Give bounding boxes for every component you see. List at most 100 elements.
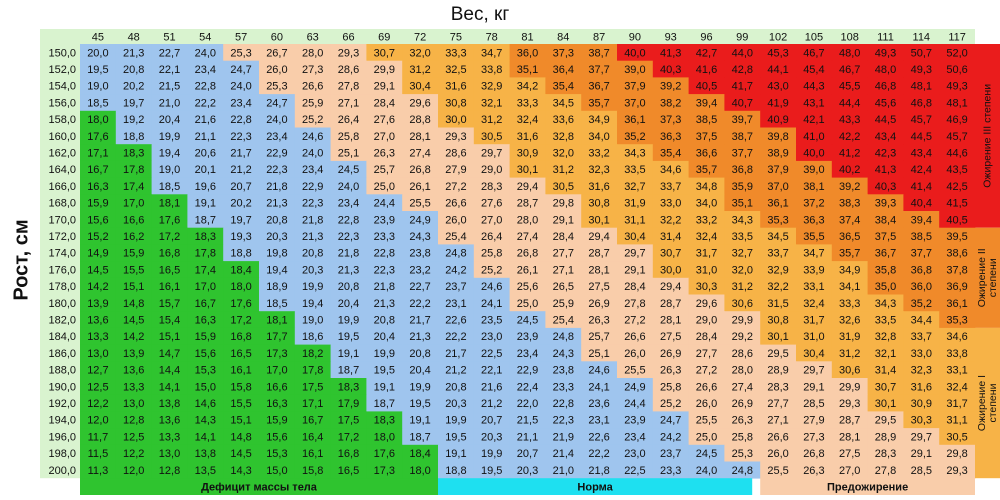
bmi-value: 29,6	[696, 298, 717, 310]
weight-label: 84	[557, 31, 569, 43]
cell-bg	[903, 44, 940, 62]
cell-bg	[652, 294, 689, 312]
bmi-value: 22,8	[553, 398, 574, 410]
bmi-value: 15,6	[266, 431, 287, 443]
bmi-value: 33,6	[553, 114, 574, 126]
cell-bg	[724, 461, 761, 479]
bmi-value: 23,0	[624, 448, 645, 460]
weight-label: 81	[521, 31, 533, 43]
bmi-value: 37,9	[624, 81, 645, 93]
bmi-value: 45,6	[875, 97, 896, 109]
cell-bg	[80, 277, 117, 295]
bmi-value: 34,1	[839, 281, 860, 293]
cell-bg	[259, 127, 296, 145]
cell-bg	[187, 211, 224, 229]
cell-bg	[366, 428, 403, 446]
height-label: 188,0	[48, 365, 76, 377]
bmi-value: 19,1	[445, 448, 466, 460]
weight-label: 75	[450, 31, 462, 43]
cell-bg	[617, 311, 654, 329]
cell-bg	[366, 211, 403, 229]
bmi-value: 22,8	[374, 248, 395, 260]
bmi-value: 24,7	[660, 415, 681, 427]
bmi-value: 15,9	[195, 331, 216, 343]
cell-bg	[939, 361, 976, 379]
cell-bg	[80, 244, 117, 262]
cell-bg	[939, 127, 976, 145]
height-label: 162,0	[48, 147, 76, 159]
cell-bg	[581, 211, 618, 229]
bmi-value: 14,2	[123, 331, 144, 343]
cell-bg	[294, 277, 331, 295]
cell-bg	[617, 261, 654, 279]
cell-bg	[115, 411, 152, 429]
bmi-value: 27,9	[445, 164, 466, 176]
cell-bg	[402, 444, 439, 462]
bmi-value: 19,9	[338, 314, 359, 326]
bmi-value: 31,7	[946, 398, 967, 410]
cell-bg	[688, 77, 725, 95]
cell-bg	[796, 94, 833, 112]
cell-bg	[617, 378, 654, 396]
bmi-value: 16,1	[230, 365, 251, 377]
cell-bg	[294, 144, 331, 162]
bmi-value: 24,1	[588, 381, 609, 393]
cell-bg	[438, 60, 475, 78]
bmi-value: 25,7	[588, 331, 609, 343]
cell-bg	[187, 110, 224, 128]
bottom-label-bg	[80, 478, 438, 495]
cell-bg	[867, 311, 904, 329]
bmi-value: 19,4	[302, 298, 323, 310]
bmi-value: 41,4	[911, 181, 932, 193]
cell-bg	[581, 44, 618, 62]
bmi-value: 19,4	[266, 264, 287, 276]
bmi-value: 30,8	[767, 314, 788, 326]
cell-bg	[796, 261, 833, 279]
cell-bg	[509, 144, 546, 162]
bmi-value: 23,1	[588, 415, 609, 427]
cell-bg	[330, 244, 367, 262]
cell-bg	[867, 60, 904, 78]
bmi-value: 28,1	[839, 431, 860, 443]
side-label: Ожирение II	[976, 248, 988, 307]
cell-bg	[330, 294, 367, 312]
cell-bg	[903, 244, 940, 262]
bmi-value: 28,6	[732, 348, 753, 360]
cell-bg	[402, 277, 439, 295]
cell-bg	[473, 94, 510, 112]
cell-bg	[688, 127, 725, 145]
cell-bg	[438, 227, 475, 245]
bmi-value: 33,7	[767, 248, 788, 260]
table-title: Вес, кг	[451, 4, 510, 25]
cell-bg	[760, 277, 797, 295]
bmi-value: 12,5	[123, 431, 144, 443]
bmi-value: 42,5	[946, 181, 967, 193]
bmi-value: 21,2	[481, 398, 502, 410]
cell-bg	[115, 261, 152, 279]
weight-label: 87	[593, 31, 605, 43]
cell-bg	[473, 77, 510, 95]
bmi-value: 17,6	[159, 214, 180, 226]
bmi-value: 24,0	[230, 81, 251, 93]
cell-bg	[724, 77, 761, 95]
bmi-value: 11,7	[88, 431, 109, 443]
bmi-value: 23,9	[517, 331, 538, 343]
cell-bg	[939, 327, 976, 345]
bmi-value: 39,8	[767, 131, 788, 143]
bmi-value: 12,5	[87, 381, 108, 393]
bmi-value: 40,5	[946, 214, 967, 226]
bottom-label-bg	[760, 478, 975, 495]
cell-bg	[724, 428, 761, 446]
cell-bg	[939, 194, 976, 212]
cell-bg	[151, 194, 188, 212]
cell-bg	[617, 127, 654, 145]
bmi-value: 50,7	[911, 47, 932, 59]
bmi-value: 24,5	[517, 314, 538, 326]
cell-bg	[867, 244, 904, 262]
cell-bg	[223, 77, 260, 95]
bmi-value: 19,3	[230, 231, 251, 243]
cell-bg	[652, 277, 689, 295]
cell-bg	[760, 110, 797, 128]
weight-label: 63	[307, 31, 319, 43]
bmi-value: 12,8	[123, 415, 144, 427]
